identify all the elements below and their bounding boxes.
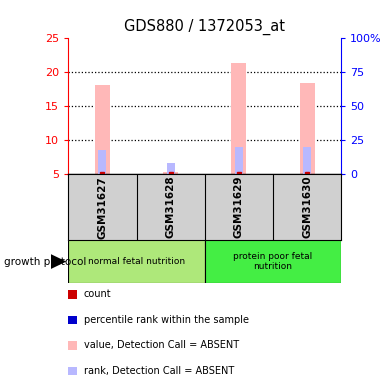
Text: GSM31629: GSM31629: [234, 176, 244, 238]
Bar: [300, 83, 315, 174]
Text: value, Detection Call = ABSENT: value, Detection Call = ABSENT: [84, 340, 239, 350]
Bar: [68, 240, 205, 283]
Bar: [231, 63, 246, 174]
Title: GDS880 / 1372053_at: GDS880 / 1372053_at: [124, 18, 285, 35]
Text: percentile rank within the sample: percentile rank within the sample: [84, 315, 249, 325]
Text: GSM31630: GSM31630: [302, 176, 312, 238]
Text: GSM31628: GSM31628: [166, 176, 176, 238]
Bar: [303, 147, 311, 174]
Bar: [167, 163, 175, 174]
Bar: [98, 150, 106, 174]
Bar: [95, 86, 110, 174]
Bar: [235, 147, 243, 174]
Text: count: count: [84, 290, 112, 299]
Bar: [205, 240, 341, 283]
Polygon shape: [51, 254, 66, 269]
Text: protein poor fetal
nutrition: protein poor fetal nutrition: [233, 252, 313, 271]
Text: GSM31627: GSM31627: [98, 176, 107, 238]
Bar: [163, 172, 178, 174]
Text: normal fetal nutrition: normal fetal nutrition: [88, 257, 185, 266]
Text: growth protocol: growth protocol: [4, 256, 86, 267]
Text: rank, Detection Call = ABSENT: rank, Detection Call = ABSENT: [84, 366, 234, 375]
